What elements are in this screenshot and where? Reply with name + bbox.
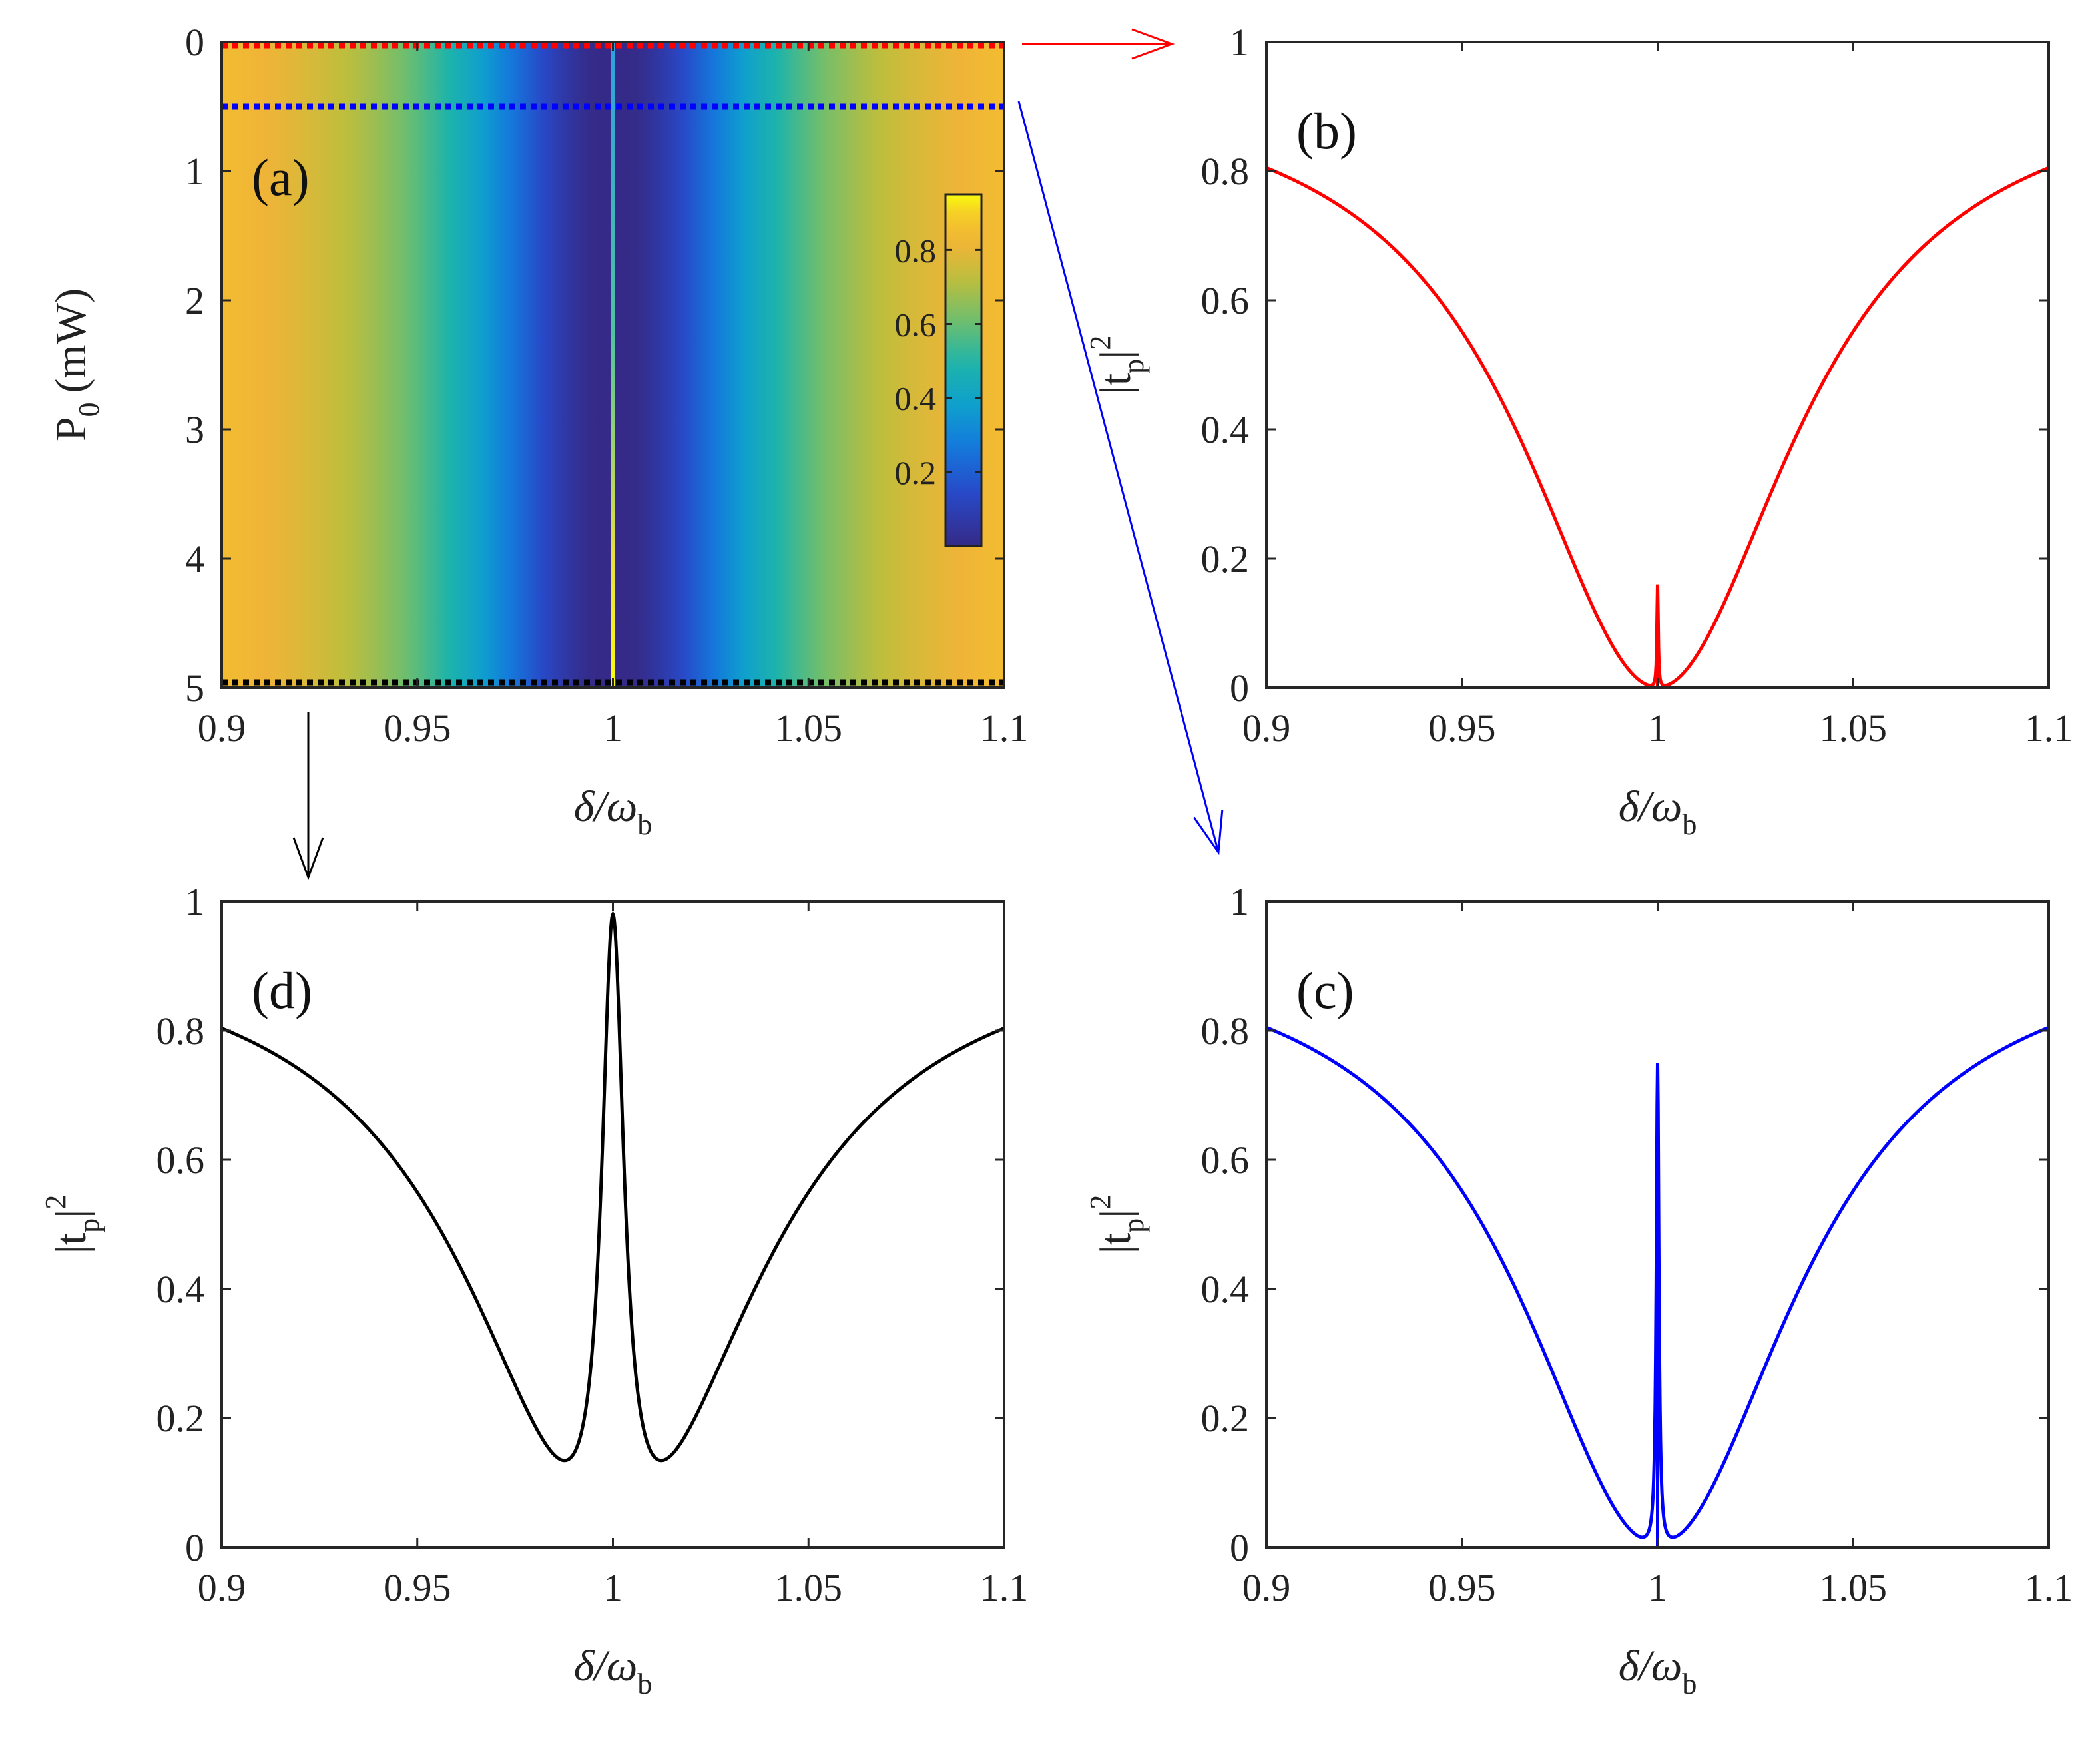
colorbar-tick-label: 0.4 (895, 380, 937, 417)
y-axis-label: |tp|2 (1084, 1195, 1150, 1254)
panel-d: 0.9 0.95 1 1.05 1.1 0 0.2 0.4 0.6 0.8 1 δ/ωb (d) |tp|… (39, 880, 1028, 1700)
arrow-to-d-head (292, 837, 324, 881)
y-tick-label: 1 (1230, 21, 1249, 64)
arrow-to-c (1017, 101, 1220, 853)
y-tick-label: 2 (185, 279, 204, 322)
panel-label-c: (c) (1296, 961, 1354, 1019)
y-tick-label: 0 (185, 21, 204, 64)
x-tick-label: 1.1 (2025, 1566, 2073, 1609)
colorbar-tick-label: 0.8 (895, 232, 937, 269)
resonance-line (611, 42, 615, 688)
y-tick-label: 0.8 (1201, 1009, 1250, 1053)
x-tick-label: 1.1 (2025, 706, 2073, 750)
x-tick-label: 0.95 (384, 1566, 451, 1609)
x-tick-label: 1.1 (980, 706, 1029, 750)
x-axis-label: δ/ωb (1619, 1642, 1697, 1700)
y-tick-label: 5 (185, 666, 204, 710)
y-tick-label: 0.6 (1201, 279, 1250, 322)
colorbar-tick-label: 0.6 (895, 306, 937, 344)
x-tick-label: 1.05 (1820, 1566, 1888, 1609)
x-tick-label: 1 (603, 1566, 623, 1609)
arrow-to-c-head (1193, 810, 1224, 856)
x-axis-label: δ/ωb (1619, 782, 1697, 841)
x-tick-label: 0.95 (1428, 1566, 1496, 1609)
y-tick-label: 0.6 (1201, 1138, 1250, 1182)
y-axis-label: |tp|2 (39, 1195, 105, 1254)
series-line-d (221, 911, 1005, 1463)
colorbar (944, 193, 983, 547)
y-tick-label: 0.6 (156, 1138, 205, 1182)
x-tick-label: 0.95 (384, 706, 451, 750)
x-tick-label: 0.9 (1242, 1566, 1291, 1609)
y-tick-label: 0.2 (156, 1397, 205, 1440)
y-tick-label: 1 (185, 150, 204, 193)
y-tick-label: 0 (1230, 1526, 1249, 1569)
x-tick-label: 1 (1648, 1566, 1667, 1609)
colorbar-tick-label: 0.2 (895, 454, 937, 491)
x-tick-label: 1.1 (980, 1566, 1029, 1609)
y-tick-label: 0.8 (156, 1009, 205, 1053)
x-tick-label: 0.9 (198, 706, 246, 750)
x-tick-label: 1.05 (1820, 706, 1888, 750)
panel-label-b: (b) (1296, 102, 1357, 160)
y-tick-label: 0.4 (1201, 408, 1250, 451)
y-tick-label: 0.4 (156, 1268, 205, 1311)
y-tick-label: 0 (185, 1526, 204, 1569)
x-tick-label: 0.9 (198, 1566, 246, 1609)
y-axis-label: |tp|2 (1084, 336, 1150, 395)
y-tick-label: 1 (1230, 880, 1249, 923)
panel-b: 0.9 0.95 1 1.05 1.1 0 0.2 0.4 0.6 0.8 1 δ/ωb (b) |tp|… (1084, 21, 2073, 841)
y-tick-label: 3 (185, 408, 204, 451)
panel-label-a: (a) (252, 148, 310, 206)
x-tick-label: 1 (1648, 706, 1667, 750)
y-tick-label: 1 (185, 880, 204, 923)
x-axis-label: δ/ωb (574, 1642, 653, 1700)
panel-c: 0.9 0.95 1 1.05 1.1 0 0.2 0.4 0.6 0.8 1 δ/ωb (c) |tp|… (1084, 880, 2073, 1700)
y-tick-label: 0.4 (1201, 1268, 1250, 1311)
x-axis-label: δ/ωb (574, 782, 653, 841)
x-tick-label: 1.05 (775, 706, 843, 750)
x-tick-label: 0.95 (1428, 706, 1496, 750)
y-tick-label: 0.2 (1201, 1397, 1250, 1440)
panel-label-d: (d) (252, 961, 312, 1019)
x-tick-label: 0.9 (1242, 706, 1291, 750)
arrow-to-b-head (1131, 28, 1175, 60)
axes-box (220, 900, 1005, 1549)
y-tick-label: 0.2 (1201, 537, 1250, 581)
y-tick-label: 0 (1230, 666, 1249, 710)
y-tick-label: 0.8 (1201, 150, 1250, 193)
panel-a: 0.2 0.4 0.6 0.8 0.9 0.95 1 1.05 1.1 0 1 2 3 4 5 δ/ωb (a)… (47, 21, 1028, 841)
y-axis-label: P0(mW) (47, 288, 105, 441)
connector-arrows (292, 28, 1224, 881)
y-tick-label: 4 (185, 537, 204, 581)
x-tick-label: 1.05 (775, 1566, 843, 1609)
x-tick-label: 1 (603, 706, 623, 750)
